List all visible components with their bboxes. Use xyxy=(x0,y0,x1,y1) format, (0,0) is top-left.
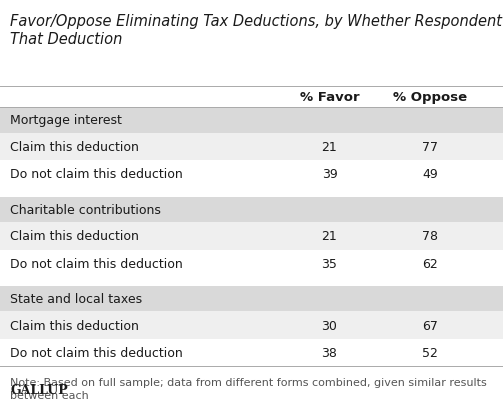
FancyBboxPatch shape xyxy=(0,286,503,311)
Text: 49: 49 xyxy=(422,168,438,181)
Text: Do not claim this deduction: Do not claim this deduction xyxy=(10,346,183,359)
FancyBboxPatch shape xyxy=(0,311,503,339)
Text: Note: Based on full sample; data from different forms combined, given similar re: Note: Based on full sample; data from di… xyxy=(10,377,487,405)
Text: 21: 21 xyxy=(321,230,338,243)
Text: 30: 30 xyxy=(321,319,338,332)
Text: 62: 62 xyxy=(422,257,438,270)
Text: 52: 52 xyxy=(422,346,438,359)
Text: Mortgage interest: Mortgage interest xyxy=(10,114,122,127)
Text: Claim this deduction: Claim this deduction xyxy=(10,230,139,243)
Text: 78: 78 xyxy=(422,230,438,243)
Text: 67: 67 xyxy=(422,319,438,332)
Text: Do not claim this deduction: Do not claim this deduction xyxy=(10,257,183,270)
Text: % Oppose: % Oppose xyxy=(393,91,467,104)
Text: Claim this deduction: Claim this deduction xyxy=(10,141,139,153)
FancyBboxPatch shape xyxy=(0,133,503,161)
FancyBboxPatch shape xyxy=(0,277,503,286)
Text: Favor/Oppose Eliminating Tax Deductions, by Whether Respondent Claims
That Deduc: Favor/Oppose Eliminating Tax Deductions,… xyxy=(10,14,503,47)
FancyBboxPatch shape xyxy=(0,197,503,222)
Text: Charitable contributions: Charitable contributions xyxy=(10,203,161,216)
FancyBboxPatch shape xyxy=(0,339,503,367)
Text: 38: 38 xyxy=(321,346,338,359)
FancyBboxPatch shape xyxy=(0,161,503,188)
FancyBboxPatch shape xyxy=(0,108,503,133)
FancyBboxPatch shape xyxy=(0,222,503,250)
FancyBboxPatch shape xyxy=(0,188,503,197)
Text: 77: 77 xyxy=(422,141,438,153)
Text: State and local taxes: State and local taxes xyxy=(10,292,142,305)
Text: GALLUP: GALLUP xyxy=(10,383,68,396)
FancyBboxPatch shape xyxy=(0,87,503,108)
Text: % Favor: % Favor xyxy=(300,91,359,104)
Text: 35: 35 xyxy=(321,257,338,270)
Text: Claim this deduction: Claim this deduction xyxy=(10,319,139,332)
Text: 21: 21 xyxy=(321,141,338,153)
Text: Do not claim this deduction: Do not claim this deduction xyxy=(10,168,183,181)
Text: 39: 39 xyxy=(321,168,338,181)
FancyBboxPatch shape xyxy=(0,250,503,277)
